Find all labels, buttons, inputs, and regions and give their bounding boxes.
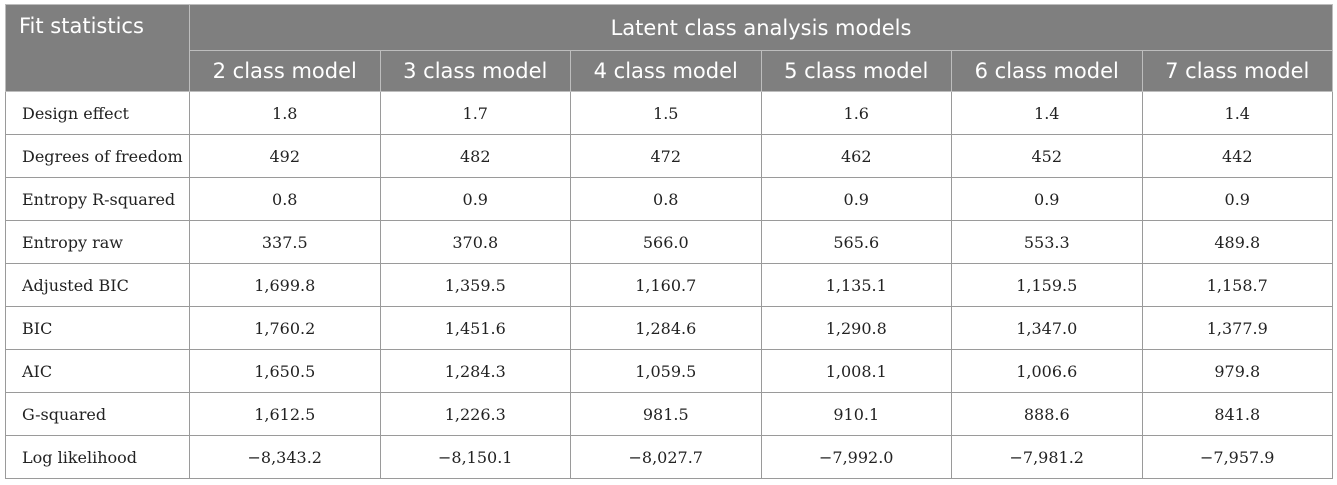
table-cell: 462: [760, 134, 952, 178]
table-cell: 1,284.6: [570, 306, 762, 350]
table-cell: −7,992.0: [760, 435, 952, 479]
row-label: Degrees of freedom: [5, 134, 190, 178]
table-row: BIC 1,760.2 1,451.6 1,284.6 1,290.8 1,347.0 1,…: [5, 306, 1333, 350]
table-cell: 1,160.7: [570, 263, 762, 307]
table-cell: 337.5: [189, 220, 381, 264]
table-cell: 565.6: [760, 220, 952, 264]
row-label: Entropy raw: [5, 220, 190, 264]
column-header-3-class-model: 3 class model: [379, 50, 571, 92]
row-label: AIC: [5, 349, 190, 393]
table-cell: 979.8: [1141, 349, 1333, 393]
header-row-group: Fit statistics Latent class analysis mod…: [5, 4, 1333, 92]
table-cell: 492: [189, 134, 381, 178]
table-cell: 1,135.1: [760, 263, 952, 307]
table-cell: 981.5: [570, 392, 762, 436]
table-cell: 0.8: [570, 177, 762, 221]
table-cell: 0.9: [1141, 177, 1333, 221]
table-cell: 1.7: [379, 91, 571, 135]
column-header-7-class-model: 7 class model: [1141, 50, 1333, 92]
table-row: Adjusted BIC 1,699.8 1,359.5 1,160.7 1,135.1…: [5, 263, 1333, 307]
table-cell: 1.4: [951, 91, 1143, 135]
table-cell: −8,150.1: [379, 435, 571, 479]
table-row: Log likelihood −8,343.2 −8,150.1 −8,027.7 −7…: [5, 435, 1333, 479]
table-cell: 1,159.5: [951, 263, 1143, 307]
table-cell: 1,359.5: [379, 263, 571, 307]
row-label: G-squared: [5, 392, 190, 436]
table-cell: 566.0: [570, 220, 762, 264]
fit-statistics-table: Fit statistics Latent class analysis mod…: [5, 4, 1333, 479]
table-cell: 0.9: [379, 177, 571, 221]
table-cell: 1,059.5: [570, 349, 762, 393]
table-cell: −8,027.7: [570, 435, 762, 479]
row-label: Log likelihood: [5, 435, 190, 479]
stub-header: Fit statistics: [5, 4, 190, 92]
table-cell: 1.4: [1141, 91, 1333, 135]
table-cell: 1,650.5: [189, 349, 381, 393]
fit-statistics-table-container: Fit statistics Latent class analysis mod…: [5, 4, 1333, 479]
table-row: AIC 1,650.5 1,284.3 1,059.5 1,008.1 1,006.6 97…: [5, 349, 1333, 393]
table-cell: 1,347.0: [951, 306, 1143, 350]
table-row: Design effect 1.8 1.7 1.5 1.6 1.4 1.4: [5, 91, 1333, 135]
table-cell: 910.1: [760, 392, 952, 436]
row-label: Adjusted BIC: [5, 263, 190, 307]
table-cell: 0.8: [189, 177, 381, 221]
table-cell: 0.9: [951, 177, 1143, 221]
table-cell: −8,343.2: [189, 435, 381, 479]
table-cell: 1,226.3: [379, 392, 571, 436]
table-cell: −7,981.2: [951, 435, 1143, 479]
table-cell: 1,284.3: [379, 349, 571, 393]
table-cell: 1,006.6: [951, 349, 1143, 393]
column-header-5-class-model: 5 class model: [760, 50, 952, 92]
table-cell: 1,158.7: [1141, 263, 1333, 307]
table-cell: 1,612.5: [189, 392, 381, 436]
header-row-models: 2 class model 3 class model 4 class model 5…: [6, 50, 1333, 92]
table-cell: 1,008.1: [760, 349, 952, 393]
table-cell: −7,957.9: [1141, 435, 1333, 479]
table-row: Entropy R-squared 0.8 0.9 0.8 0.9 0.9 0.9: [5, 177, 1333, 221]
row-label: Design effect: [5, 91, 190, 135]
row-label: Entropy R-squared: [5, 177, 190, 221]
table-cell: 489.8: [1141, 220, 1333, 264]
table-row: G-squared 1,612.5 1,226.3 981.5 910.1 888.6 84…: [5, 392, 1333, 436]
table-cell: 1.6: [760, 91, 952, 135]
table-cell: 1.8: [189, 91, 381, 135]
group-header: Latent class analysis models: [189, 4, 1333, 51]
table-cell: 442: [1141, 134, 1333, 178]
table-row: Degrees of freedom 492 482 472 462 452 442: [5, 134, 1333, 178]
table-cell: 0.9: [760, 177, 952, 221]
table-row: Entropy raw 337.5 370.8 566.0 565.6 553.3 489.…: [5, 220, 1333, 264]
table-cell: 1,377.9: [1141, 306, 1333, 350]
table-cell: 553.3: [951, 220, 1143, 264]
column-header-2-class-model: 2 class model: [189, 50, 381, 92]
table-cell: 472: [570, 134, 762, 178]
table-header: Fit statistics Latent class analysis mod…: [5, 4, 1333, 92]
column-header-6-class-model: 6 class model: [951, 50, 1143, 92]
row-label: BIC: [5, 306, 190, 350]
table-cell: 841.8: [1141, 392, 1333, 436]
table-cell: 482: [379, 134, 571, 178]
column-header-4-class-model: 4 class model: [570, 50, 762, 92]
table-cell: 370.8: [379, 220, 571, 264]
table-cell: 1,699.8: [189, 263, 381, 307]
table-cell: 1,290.8: [760, 306, 952, 350]
table-body: Design effect 1.8 1.7 1.5 1.6 1.4 1.4 Degrees o…: [5, 91, 1333, 479]
table-cell: 1,760.2: [189, 306, 381, 350]
table-cell: 1,451.6: [379, 306, 571, 350]
table-cell: 452: [951, 134, 1143, 178]
table-cell: 1.5: [570, 91, 762, 135]
table-cell: 888.6: [951, 392, 1143, 436]
